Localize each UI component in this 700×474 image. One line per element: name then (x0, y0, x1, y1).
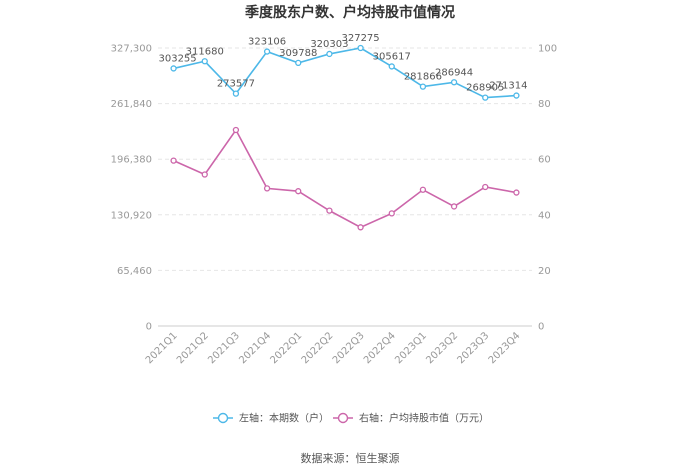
data-label: 281866 (404, 72, 442, 83)
x-tick-label: 2022Q3 (331, 330, 367, 366)
data-point (326, 207, 333, 214)
left-tick-label: 261,840 (111, 99, 152, 110)
data-point (450, 79, 458, 86)
data-label: 271314 (489, 81, 527, 92)
data-label: 320303 (310, 39, 348, 50)
data-label: 309788 (279, 48, 317, 59)
data-point (513, 92, 520, 99)
right-tick-label: 80 (538, 99, 551, 110)
data-point (357, 224, 364, 231)
right-tick-label: 100 (538, 44, 557, 55)
data-point (450, 203, 458, 210)
data-label: 273577 (217, 79, 255, 90)
legend-label: 右轴：户均持股市值（万元） (359, 412, 489, 425)
data-point (482, 183, 489, 191)
x-tick-label: 2023Q2 (424, 330, 460, 366)
left-tick-label: 65,460 (117, 266, 152, 277)
source-note: 数据来源：恒生聚源 (301, 451, 400, 465)
data-point (201, 171, 208, 178)
data-point (419, 186, 427, 193)
data-label: 327275 (341, 33, 379, 44)
data-point (295, 59, 302, 67)
left-tick-label: 0 (146, 322, 152, 333)
data-point (201, 58, 208, 65)
data-point (263, 185, 271, 192)
data-point (232, 90, 240, 97)
data-point (513, 189, 520, 196)
data-label: 286944 (435, 67, 473, 78)
data-point (419, 83, 427, 90)
x-axis: 2021Q12021Q22021Q32021Q42022Q12022Q22022… (144, 330, 523, 366)
right-tick-label: 60 (538, 155, 551, 166)
x-tick-label: 2021Q4 (237, 330, 273, 366)
chart-title: 季度股东户数、户均持股市值情况 (244, 4, 455, 21)
x-tick-label: 2023Q3 (456, 330, 492, 366)
legend-label: 左轴：本期数（户） (239, 412, 329, 425)
data-point (357, 44, 364, 52)
right-tick-label: 40 (538, 210, 551, 221)
data-label: 305617 (373, 51, 411, 62)
data-point (326, 50, 333, 58)
x-tick-label: 2022Q2 (300, 330, 336, 366)
grid-lines (158, 47, 532, 327)
legend-item-1[interactable]: 左轴：本期数（户） (213, 412, 329, 425)
series-line-1 (173, 47, 517, 99)
data-point (388, 210, 395, 217)
left-axis: 0 65,460 130,920 196,380 261,840 327,300 (111, 44, 152, 333)
series-line-2 (173, 128, 517, 229)
data-point (232, 126, 240, 134)
data-point (482, 94, 489, 101)
data-point (388, 63, 395, 70)
x-tick-label: 2023Q4 (487, 330, 523, 366)
data-label: 268905 (466, 83, 504, 94)
data-point (170, 157, 177, 164)
data-label: 323106 (248, 37, 286, 48)
data-point (170, 65, 177, 72)
left-tick-label: 196,380 (111, 155, 152, 166)
data-label: 303255 (158, 53, 196, 64)
x-tick-label: 2021Q2 (175, 330, 211, 366)
left-tick-label: 327,300 (111, 44, 152, 55)
right-tick-label: 0 (538, 322, 544, 333)
legend-swatch-marker (337, 412, 349, 424)
legend-item-2[interactable]: 右轴：户均持股市值（万元） (333, 412, 489, 425)
legend-swatch-marker (217, 412, 229, 424)
right-tick-label: 20 (538, 266, 551, 277)
left-tick-label: 130,920 (111, 210, 152, 221)
legend[interactable]: 左轴：本期数（户） 右轴：户均持股市值（万元） (213, 412, 489, 425)
x-tick-label: 2021Q1 (144, 330, 180, 366)
data-point (263, 48, 271, 55)
x-tick-label: 2022Q1 (269, 330, 305, 366)
data-point (295, 188, 302, 195)
right-axis: 0 20 40 60 80 100 (538, 44, 557, 333)
data-label: 311680 (186, 46, 224, 57)
x-tick-label: 2021Q3 (206, 330, 242, 366)
x-tick-label: 2023Q1 (393, 330, 429, 366)
x-tick-label: 2022Q4 (362, 330, 398, 366)
